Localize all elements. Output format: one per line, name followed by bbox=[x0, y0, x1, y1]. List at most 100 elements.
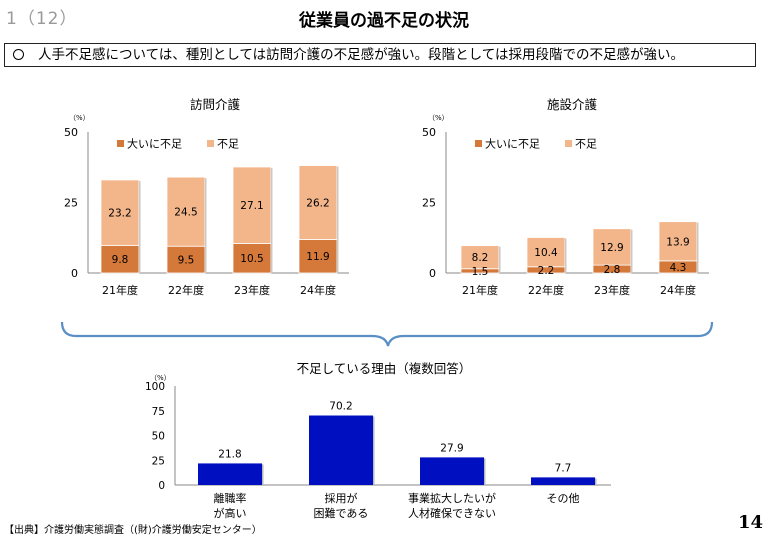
bar-shadow bbox=[373, 416, 375, 485]
chart-facilitycare-bars bbox=[460, 221, 699, 274]
chart-homecare-bars bbox=[100, 165, 339, 274]
bar bbox=[420, 457, 484, 485]
y-tick-label: 0 bbox=[158, 480, 165, 492]
legend-swatch bbox=[475, 140, 482, 147]
bar-segment bbox=[298, 239, 338, 274]
chart-facilitycare-legend: 大いに不足 不足 bbox=[475, 137, 597, 151]
chart-reasons-title: 不足している理由（複数回答） bbox=[297, 361, 472, 376]
bar-shadow bbox=[697, 222, 699, 273]
bar-segment bbox=[100, 179, 140, 246]
chart-reasons-data-labels: 21.8 70.2 27.9 7.7 bbox=[218, 401, 571, 475]
y-tick-label: 50 bbox=[422, 126, 436, 139]
bar-segment bbox=[232, 242, 272, 274]
bar-shadow bbox=[262, 464, 264, 485]
bar-shadow bbox=[337, 166, 339, 273]
summary-box: 人手不足感については、種別としては訪問介護の不足感が強い。段階としては採用段階で… bbox=[4, 43, 756, 67]
x-tick-label: 事業拡大したいが bbox=[408, 491, 496, 505]
bar-value-label: 2.8 bbox=[604, 264, 621, 276]
bar-value-label: 23.2 bbox=[108, 208, 131, 220]
chart-facilitycare-xaxis: 21年度 22年度 23年度 24年度 bbox=[462, 283, 696, 297]
bar-segment bbox=[232, 166, 272, 244]
x-tick-label: 23年度 bbox=[234, 283, 270, 297]
grouping-brace-icon bbox=[60, 321, 714, 347]
bar-segment bbox=[298, 165, 338, 240]
x-tick-label: 困難である bbox=[314, 507, 369, 520]
page-number: 1（12） bbox=[6, 9, 78, 29]
bar-value-label: 9.8 bbox=[112, 254, 129, 266]
bar-value-label: 10.5 bbox=[240, 253, 263, 265]
x-tick-label: 21年度 bbox=[462, 283, 498, 297]
bar-shadow bbox=[631, 229, 633, 273]
bar-value-label: 1.5 bbox=[472, 266, 489, 278]
x-tick-label: 23年度 bbox=[594, 283, 630, 297]
bar-shadow bbox=[205, 178, 207, 273]
bullet-circle-icon bbox=[13, 49, 24, 60]
legend-swatch bbox=[117, 140, 124, 147]
x-tick-label: 人材確保できない bbox=[408, 506, 496, 520]
bar-value-label: 12.9 bbox=[600, 242, 623, 254]
x-tick-label: 離職率 bbox=[214, 491, 247, 505]
bar-value-label: 9.5 bbox=[178, 255, 195, 267]
bar bbox=[309, 415, 373, 485]
bar-value-label: 27.1 bbox=[240, 200, 263, 212]
bar-value-label: 7.7 bbox=[555, 462, 572, 474]
x-tick-label: 24年度 bbox=[300, 283, 336, 297]
legend-label: 大いに不足 bbox=[485, 137, 540, 151]
x-tick-label: 22年度 bbox=[528, 283, 564, 297]
bar-segment bbox=[526, 237, 566, 268]
chart-homecare-yunit: （%） bbox=[69, 114, 90, 122]
chart-facilitycare-title: 施設介護 bbox=[547, 97, 598, 112]
y-tick-label: 50 bbox=[152, 431, 165, 443]
bar-value-label: 70.2 bbox=[329, 401, 352, 413]
bar bbox=[198, 463, 262, 485]
bar-value-label: 21.8 bbox=[218, 448, 241, 460]
bar-shadow bbox=[271, 167, 273, 273]
x-tick-label: 21年度 bbox=[102, 283, 138, 297]
bar-value-label: 4.3 bbox=[670, 262, 687, 274]
bar-shadow bbox=[565, 238, 567, 273]
chart-shortage-reasons: 不足している理由（複数回答） （%） 0 25 50 75 100 21.8 70.2 27… bbox=[145, 361, 611, 520]
y-tick-label: 25 bbox=[422, 197, 436, 210]
bar-segment bbox=[100, 244, 140, 274]
legend-label: 不足 bbox=[575, 138, 597, 151]
source-citation: 【出典】介護労働実態調査（(財)介護労働安定センター） bbox=[4, 525, 262, 536]
legend-swatch bbox=[207, 140, 214, 147]
chart-reasons-bars bbox=[198, 415, 597, 485]
x-tick-label: が高い bbox=[214, 506, 247, 520]
legend-swatch bbox=[565, 140, 572, 147]
bar-value-label: 26.2 bbox=[306, 198, 329, 210]
bar-segment bbox=[166, 176, 206, 247]
bar-value-label: 11.9 bbox=[306, 251, 329, 263]
chart-homecare-xaxis: 21年度 22年度 23年度 24年度 bbox=[102, 283, 336, 297]
bar-value-label: 24.5 bbox=[174, 207, 197, 219]
bar bbox=[531, 477, 595, 485]
y-tick-label: 50 bbox=[64, 126, 78, 139]
bar-shadow bbox=[484, 458, 486, 485]
chart-homecare-data-labels: 9.8 23.2 9.5 24.5 10.5 27.1 11.9 26.2 bbox=[108, 198, 329, 267]
page-title: 従業員の過不足の状況 bbox=[299, 11, 469, 31]
x-tick-label: 24年度 bbox=[660, 283, 696, 297]
y-tick-label: 75 bbox=[152, 406, 165, 418]
bar-shadow bbox=[139, 180, 141, 273]
bar-segment bbox=[166, 245, 206, 274]
y-tick-label: 0 bbox=[71, 267, 78, 280]
y-tick-label: 25 bbox=[64, 197, 78, 210]
x-tick-label: その他 bbox=[547, 492, 580, 505]
x-tick-label: 22年度 bbox=[168, 283, 204, 297]
chart-homecare: 訪問介護 （%） 0 25 50 大いに不足 不足 9.8 23.2 9.5 24.5 10.… bbox=[64, 97, 349, 297]
chart-homecare-legend: 大いに不足 不足 bbox=[117, 137, 239, 151]
bar-value-label: 2.2 bbox=[538, 265, 555, 277]
chart-homecare-title: 訪問介護 bbox=[190, 97, 241, 112]
bar-value-label: 8.2 bbox=[472, 252, 489, 264]
summary-text: 人手不足感については、種別としては訪問介護の不足感が強い。段階としては採用段階で… bbox=[38, 47, 684, 63]
bar-segment bbox=[592, 228, 632, 266]
y-tick-label: 100 bbox=[145, 381, 165, 393]
x-tick-label: 採用が bbox=[325, 491, 358, 505]
bar-shadow bbox=[499, 246, 501, 273]
bar-value-label: 10.4 bbox=[534, 247, 558, 259]
y-tick-label: 25 bbox=[152, 455, 165, 467]
y-tick-label: 0 bbox=[429, 267, 436, 280]
